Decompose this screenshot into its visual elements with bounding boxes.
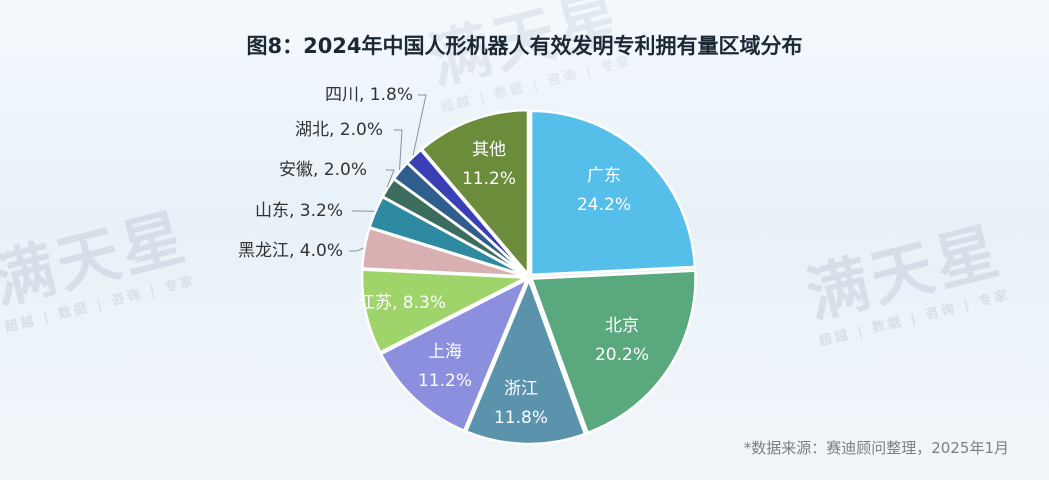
pie-slice (529, 109, 697, 277)
leader-line (386, 169, 395, 188)
pie-slice (464, 276, 587, 446)
slice-name-label: 北京 (605, 316, 639, 336)
source-note: *数据来源：赛迪顾问整理，2025年1月 (743, 439, 1009, 457)
slice-value-label: 20.2% (595, 345, 649, 365)
slice-value-label: 24.2% (577, 195, 631, 215)
slice-label: 湖北, 2.0% (295, 120, 383, 140)
slice-name-label: 浙江 (504, 379, 538, 399)
leader-line (349, 247, 364, 252)
slice-name-label: 其他 (472, 140, 506, 160)
pie-slice (379, 276, 530, 433)
pie-slice (420, 108, 530, 278)
slice-name-label: 广东 (587, 166, 621, 186)
slice-value-label: 11.2% (418, 371, 472, 391)
slice-label: 黑龙江, 4.0% (238, 241, 343, 261)
leader-line (394, 129, 403, 171)
pie-slice (529, 269, 697, 435)
chart-title: 图8：2024年中国人形机器人有效发明专利拥有量区域分布 (246, 34, 803, 58)
slice-value-label: 11.2% (462, 169, 516, 189)
slice-label: 四川, 1.8% (325, 85, 413, 105)
slice-label: 江苏, 8.3% (358, 293, 446, 313)
slice-label: 山东, 3.2% (255, 201, 343, 221)
pie-slices (360, 108, 697, 446)
leader-line (412, 94, 427, 156)
slice-value-label: 11.8% (494, 408, 548, 428)
slice-label: 安徽, 2.0% (279, 160, 367, 180)
pie-slice (360, 268, 531, 355)
slice-name-label: 上海 (428, 342, 462, 362)
pie-labels: 广东 24.2% 北京 20.2% 浙江 11.8% 上海 11.2% 江苏, 8.3% 黑龙江,… (238, 85, 649, 428)
